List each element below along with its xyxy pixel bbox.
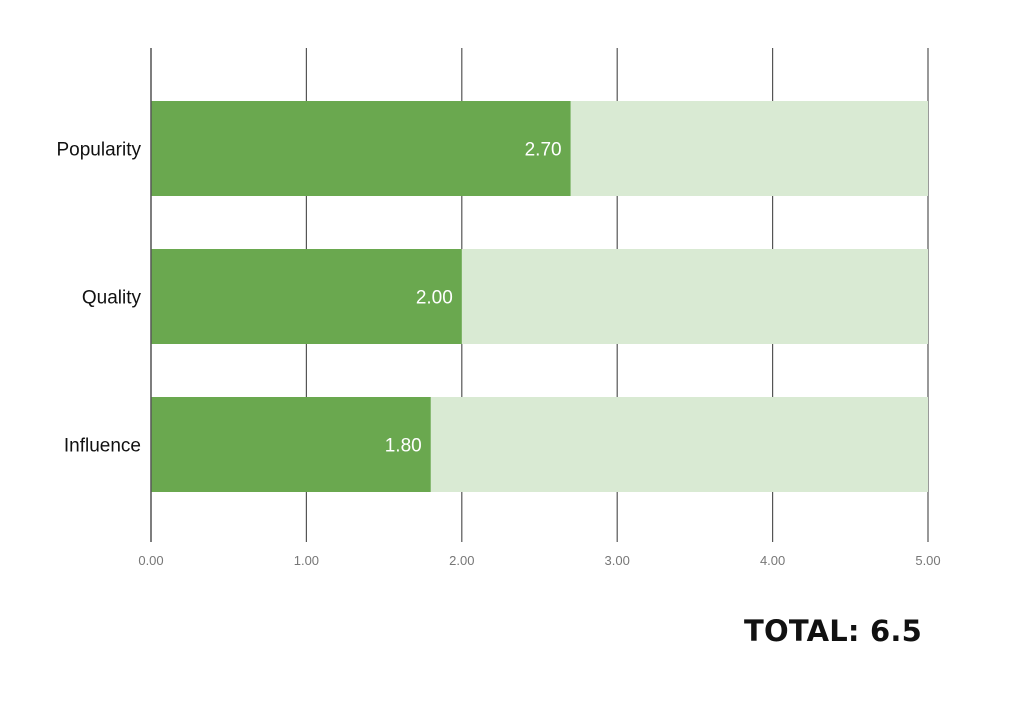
bars: [151, 101, 571, 492]
bar-0: [151, 101, 571, 196]
bar-value-label-0: 2.70: [525, 140, 562, 161]
bar-1: [151, 249, 462, 344]
x-tick-label-0: 0.00: [138, 553, 163, 568]
bar-2: [151, 397, 431, 492]
category-label-1: Quality: [82, 288, 142, 309]
bar-value-label-2: 1.80: [385, 436, 422, 457]
labels: 0.00 1.00 2.00 3.00 4.00 5.00 2.70 Popularity 2.…: [57, 48, 941, 568]
category-label-2: Influence: [64, 436, 141, 457]
x-tick-label-4: 4.00: [760, 553, 785, 568]
x-tick-label-1: 1.00: [294, 553, 319, 568]
x-tick-label-2: 2.00: [449, 553, 474, 568]
x-tick-label-5: 5.00: [915, 553, 940, 568]
bar-value-label-1: 2.00: [416, 288, 453, 309]
x-tick-label-3: 3.00: [605, 553, 630, 568]
total-score: TOTAL: 6.5: [744, 614, 922, 648]
category-label-0: Popularity: [57, 140, 142, 161]
